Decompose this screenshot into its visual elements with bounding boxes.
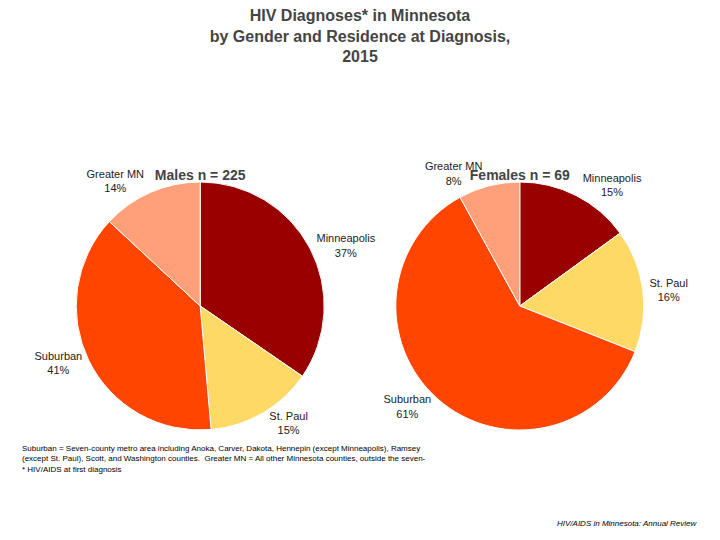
svg-text:Suburban41%: Suburban41% bbox=[35, 350, 83, 376]
svg-text:Greater MN14%: Greater MN14% bbox=[87, 168, 145, 194]
svg-text:Suburban = Seven-county metro: Suburban = Seven-county metro area inclu… bbox=[22, 444, 426, 474]
svg-text:Minneapolis37%: Minneapolis37% bbox=[317, 232, 376, 258]
svg-text:Females n = 69: Females n = 69 bbox=[470, 167, 570, 183]
svg-text:Suburban61%: Suburban61% bbox=[384, 393, 432, 419]
svg-text:HIV Diagnoses* in Minnesotaby: HIV Diagnoses* in Minnesotaby Gender and… bbox=[210, 7, 511, 66]
svg-text:St. Paul15%: St. Paul15% bbox=[269, 410, 308, 436]
svg-text:HIV/AIDS in Minnesota: Annual: HIV/AIDS in Minnesota: Annual Review bbox=[557, 519, 698, 528]
svg-text:Minneapolis15%: Minneapolis15% bbox=[583, 172, 642, 198]
svg-text:Males n = 225: Males n = 225 bbox=[155, 167, 246, 183]
svg-text:St. Paul16%: St. Paul16% bbox=[649, 277, 688, 303]
svg-text:Greater MN8%: Greater MN8% bbox=[425, 160, 483, 186]
